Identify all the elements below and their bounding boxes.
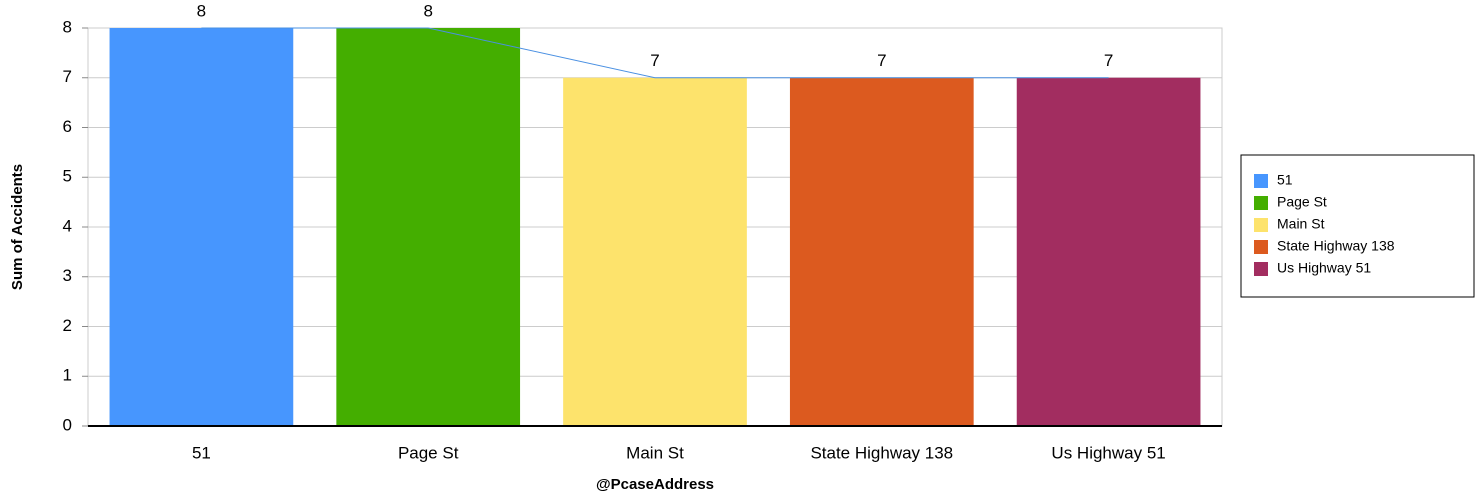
bar xyxy=(789,77,974,426)
y-tick-label: 3 xyxy=(63,266,72,285)
y-tick-label: 6 xyxy=(63,117,72,136)
data-label: 7 xyxy=(877,51,886,70)
bar xyxy=(1016,77,1201,426)
y-tick-label: 7 xyxy=(63,67,72,86)
bar xyxy=(109,28,294,426)
legend-label: Main St xyxy=(1277,216,1325,232)
legend-box xyxy=(1240,154,1475,298)
data-label: 7 xyxy=(650,51,659,70)
legend-label: Page St xyxy=(1277,194,1327,210)
x-tick-label: State Highway 138 xyxy=(810,443,953,462)
y-tick-label: 4 xyxy=(63,216,72,235)
bar xyxy=(563,77,747,426)
y-tick-label: 8 xyxy=(63,17,72,36)
x-tick-label: Main St xyxy=(626,443,684,462)
legend-swatch xyxy=(1254,196,1268,210)
y-tick-label: 0 xyxy=(63,415,72,434)
trend-line xyxy=(201,27,1109,79)
x-axis-title: @PcaseAddress xyxy=(596,476,714,493)
y-tick-label: 5 xyxy=(63,167,72,186)
legend-swatch xyxy=(1254,218,1268,232)
x-tick-label: 51 xyxy=(192,443,211,462)
x-tick-label: Page St xyxy=(398,443,459,462)
legend-swatch xyxy=(1254,174,1268,188)
y-tick-label: 1 xyxy=(63,366,72,385)
y-tick-label: 2 xyxy=(63,316,72,335)
data-label: 8 xyxy=(423,1,432,20)
legend-label: Us Highway 51 xyxy=(1277,260,1371,276)
legend-label: 51 xyxy=(1277,172,1293,188)
x-tick-label: Us Highway 51 xyxy=(1051,443,1165,462)
data-label: 7 xyxy=(1104,51,1113,70)
legend-swatch xyxy=(1254,262,1268,276)
bar xyxy=(336,28,521,426)
y-axis-title: Sum of Accidents xyxy=(9,164,26,290)
legend-label: State Highway 138 xyxy=(1277,238,1395,254)
legend-swatch xyxy=(1254,240,1268,254)
data-label: 8 xyxy=(197,1,206,20)
